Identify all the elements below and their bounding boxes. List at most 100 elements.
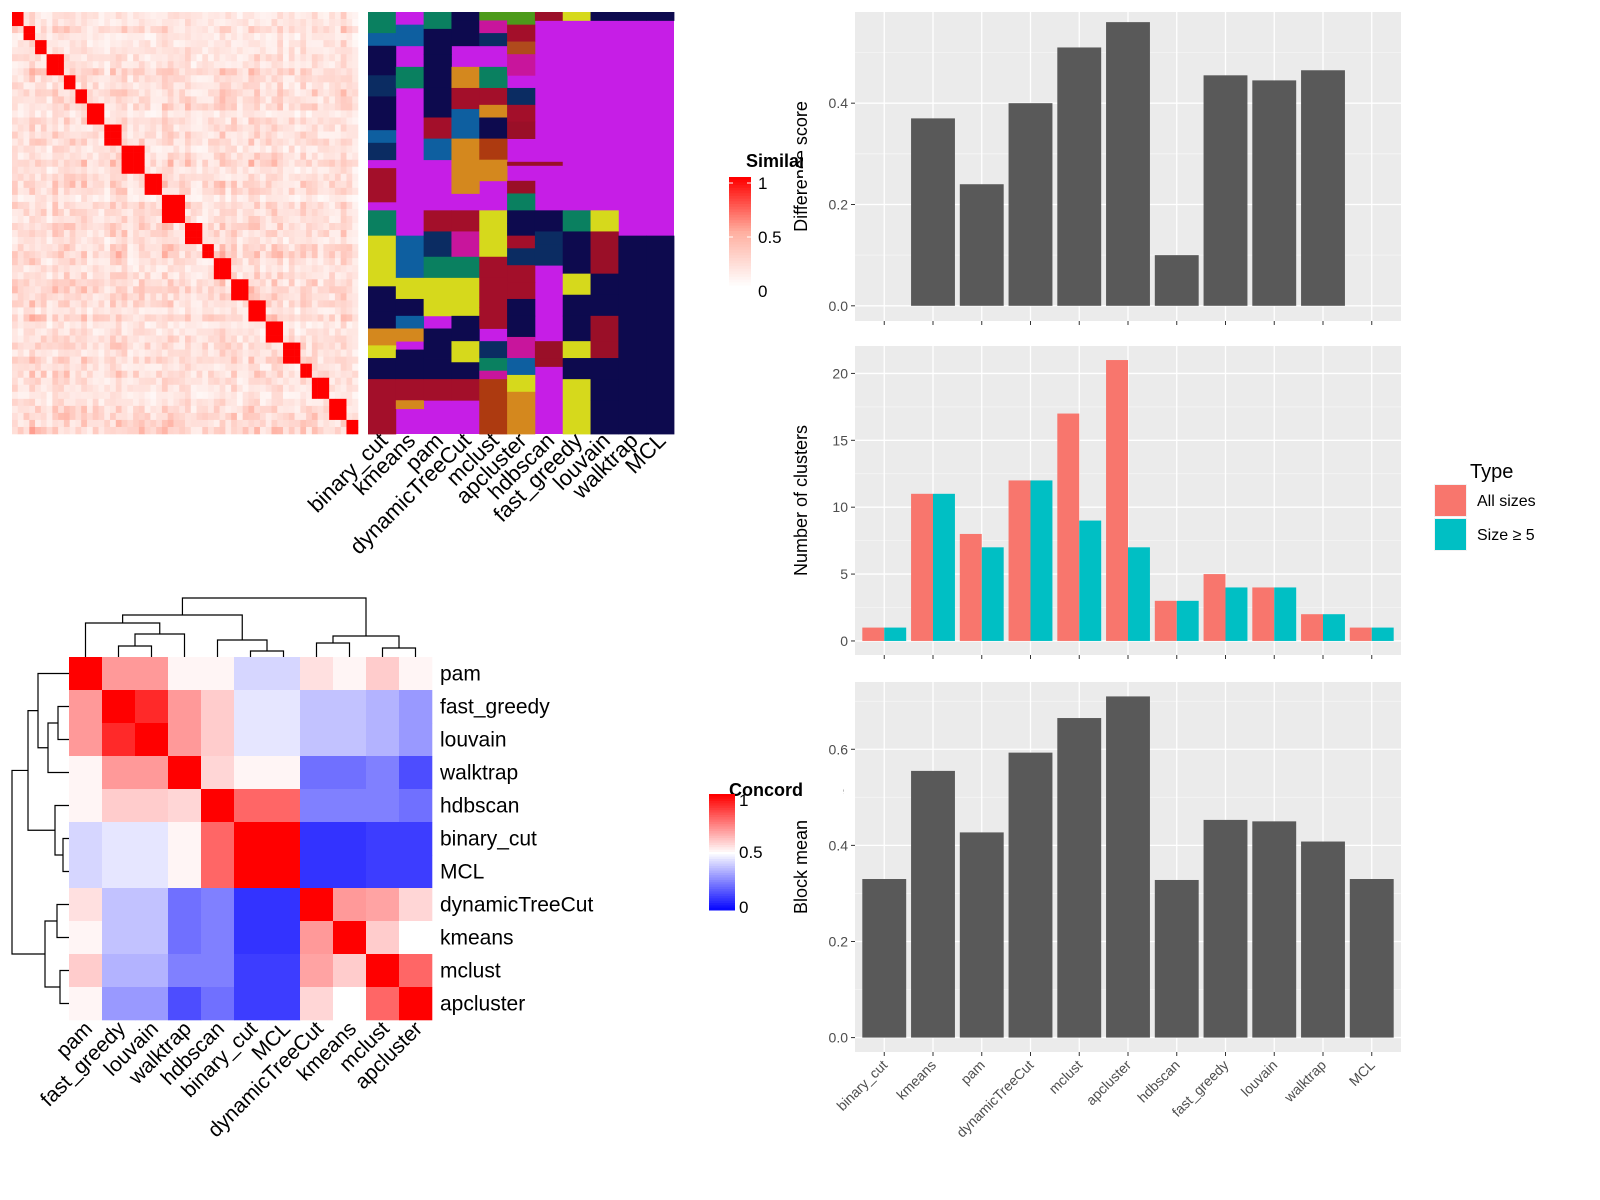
similarity-cell bbox=[352, 215, 359, 224]
similarity-cell bbox=[173, 272, 180, 280]
concordance-cell bbox=[267, 987, 301, 1021]
similarity-cell bbox=[63, 33, 70, 41]
similarity-cell bbox=[225, 138, 232, 146]
similarity-cell bbox=[23, 286, 30, 294]
similarity-cell bbox=[127, 131, 134, 139]
similarity-cell bbox=[98, 117, 105, 125]
similarity-cell bbox=[208, 419, 215, 428]
similarity-cell bbox=[127, 370, 134, 379]
similarity-cell bbox=[340, 314, 347, 322]
similarity-cell bbox=[46, 117, 53, 125]
similarity-cell bbox=[329, 223, 336, 231]
similarity-cell bbox=[173, 363, 180, 371]
similarity-cell bbox=[196, 187, 203, 196]
similarity-cell bbox=[265, 412, 272, 421]
concordance-cell bbox=[267, 822, 301, 856]
similarity-cell bbox=[271, 166, 278, 175]
similarity-cell bbox=[236, 201, 243, 210]
similarity-cell bbox=[121, 89, 128, 97]
similarity-cell bbox=[231, 33, 238, 41]
similarity-cell bbox=[254, 201, 261, 210]
similarity-cell bbox=[283, 384, 290, 393]
similarity-cell bbox=[69, 328, 76, 336]
similarity-cell bbox=[294, 405, 301, 414]
similarity-cell bbox=[173, 419, 180, 428]
dendrogram-branch bbox=[57, 705, 69, 741]
similarity-cell bbox=[213, 342, 220, 350]
similarity-cell bbox=[115, 272, 122, 280]
similarity-cell bbox=[231, 89, 238, 97]
similarity-cell bbox=[317, 201, 324, 210]
similarity-cell bbox=[40, 12, 47, 20]
similarity-cell bbox=[104, 12, 111, 20]
similarity-cell bbox=[58, 138, 65, 146]
similarity-cell bbox=[202, 286, 209, 294]
similarity-cell bbox=[75, 314, 82, 322]
similarity-cell bbox=[340, 61, 347, 69]
similarity-legend-tick: 0 bbox=[758, 282, 767, 301]
similarity-cell bbox=[185, 215, 192, 224]
similarity-cell bbox=[75, 279, 82, 287]
similarity-cell bbox=[58, 244, 65, 252]
similarity-cell bbox=[190, 19, 197, 27]
similarity-cell bbox=[283, 54, 290, 62]
similarity-cell bbox=[35, 82, 42, 90]
similarity-cell bbox=[52, 251, 59, 259]
similarity-cell bbox=[236, 272, 243, 280]
similarity-legend-swatch bbox=[729, 193, 751, 197]
similarity-cell bbox=[323, 131, 330, 139]
similarity-cell bbox=[213, 208, 220, 217]
similarity-cell bbox=[86, 89, 94, 97]
similarity-cell bbox=[161, 131, 168, 139]
similarity-cell bbox=[46, 300, 53, 308]
similarity-cell bbox=[294, 384, 301, 393]
similarity-cell bbox=[248, 194, 255, 203]
similarity-cell bbox=[104, 237, 111, 245]
similarity-cell bbox=[179, 244, 186, 252]
similarity-cell bbox=[277, 138, 284, 146]
concordance-legend-swatch bbox=[709, 800, 735, 804]
similarity-cell bbox=[352, 103, 359, 111]
similarity-cell bbox=[58, 384, 65, 393]
similarity-cell bbox=[110, 258, 117, 266]
similarity-cell bbox=[23, 201, 30, 210]
similarity-cell bbox=[300, 384, 307, 393]
similarity-cell bbox=[225, 328, 232, 336]
similarity-cell bbox=[300, 265, 307, 273]
similarity-cell bbox=[23, 426, 30, 435]
assignment-segment bbox=[507, 358, 536, 376]
assignment-segment bbox=[507, 235, 536, 249]
similarity-cell bbox=[81, 251, 88, 259]
similarity-cell bbox=[121, 40, 128, 48]
similarity-cell bbox=[231, 201, 238, 210]
similarity-cell bbox=[185, 356, 192, 364]
similarity-cell bbox=[23, 258, 30, 266]
similarity-cell bbox=[115, 208, 122, 217]
similarity-cell bbox=[259, 208, 267, 217]
similarity-cell bbox=[144, 96, 151, 104]
y-tick-label: 0.0 bbox=[829, 298, 849, 314]
similarity-cell bbox=[231, 328, 238, 336]
similarity-cell bbox=[179, 328, 186, 336]
similarity-cell bbox=[294, 426, 301, 435]
similarity-cell bbox=[58, 251, 65, 259]
similarity-cell bbox=[317, 117, 324, 125]
similarity-cell bbox=[271, 180, 278, 189]
similarity-cell bbox=[150, 328, 157, 336]
similarity-cell bbox=[161, 321, 168, 329]
assignment-segment bbox=[590, 400, 619, 435]
assignment-segment bbox=[534, 231, 564, 245]
similarity-cell bbox=[150, 293, 157, 301]
similarity-cell bbox=[86, 349, 94, 357]
similarity-cell bbox=[323, 391, 330, 400]
similarity-cell bbox=[306, 173, 313, 182]
similarity-cell bbox=[156, 117, 163, 125]
similarity-cell bbox=[23, 166, 30, 175]
similarity-cell bbox=[300, 61, 307, 69]
similarity-cell bbox=[231, 384, 238, 393]
similarity-cell bbox=[98, 328, 105, 336]
similarity-cell bbox=[29, 89, 36, 97]
similarity-cell bbox=[334, 377, 341, 386]
similarity-cell bbox=[334, 61, 341, 69]
similarity-cell bbox=[46, 230, 53, 238]
